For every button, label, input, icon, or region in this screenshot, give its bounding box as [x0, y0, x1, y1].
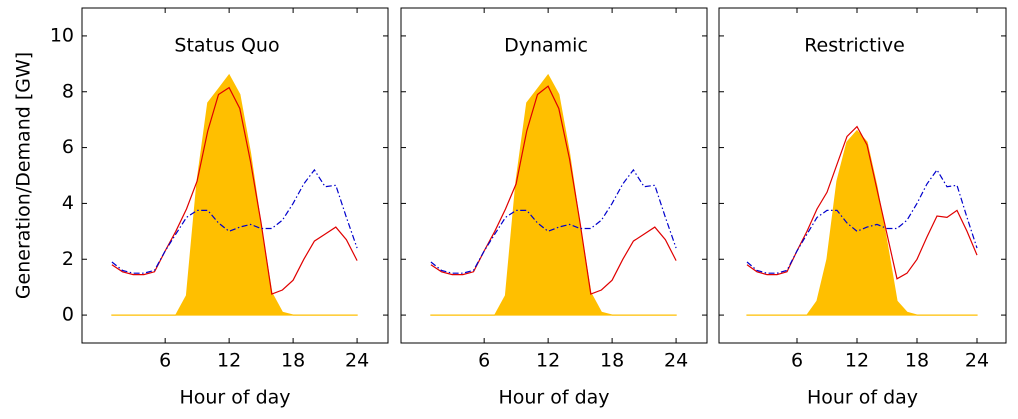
line	[111, 168, 358, 274]
y-tick-label: 10	[50, 24, 74, 46]
x-tick-label: 6	[791, 350, 803, 372]
x-tick-label: 18	[281, 350, 305, 372]
line	[430, 168, 677, 274]
x-tick-label: 12	[536, 350, 560, 372]
y-tick-label: 2	[62, 248, 74, 270]
y-tick-label: 8	[62, 80, 74, 102]
panel-title: Status Quo	[174, 35, 279, 57]
x-axis-label: Hour of day	[179, 387, 290, 409]
line	[746, 168, 978, 274]
plot-frame	[81, 7, 389, 344]
x-tick-label: 24	[345, 350, 369, 372]
plot-frame	[718, 7, 1007, 344]
line	[430, 85, 677, 295]
panel-title: Restrictive	[804, 35, 905, 57]
y-tick-label: 6	[62, 136, 74, 158]
line	[746, 125, 978, 280]
x-tick-label: 6	[478, 350, 490, 372]
x-tick-label: 18	[600, 350, 624, 372]
line	[111, 86, 358, 295]
panel-title: Dynamic	[504, 35, 588, 57]
x-tick-label: 18	[905, 350, 929, 372]
y-tick-label: 4	[62, 192, 74, 214]
x-axis-label: Hour of day	[498, 387, 609, 409]
y-axis-label: Generation/Demand [GW]	[13, 52, 35, 299]
y-tick-label: 0	[62, 304, 74, 326]
x-tick-label: 12	[217, 350, 241, 372]
area	[111, 73, 358, 316]
x-tick-label: 24	[965, 350, 989, 372]
plot-frame	[400, 7, 708, 344]
area	[746, 129, 978, 316]
x-tick-label: 12	[845, 350, 869, 372]
x-tick-label: 24	[664, 350, 688, 372]
area	[430, 73, 677, 316]
x-axis-label: Hour of day	[807, 387, 918, 409]
x-tick-label: 6	[159, 350, 171, 372]
